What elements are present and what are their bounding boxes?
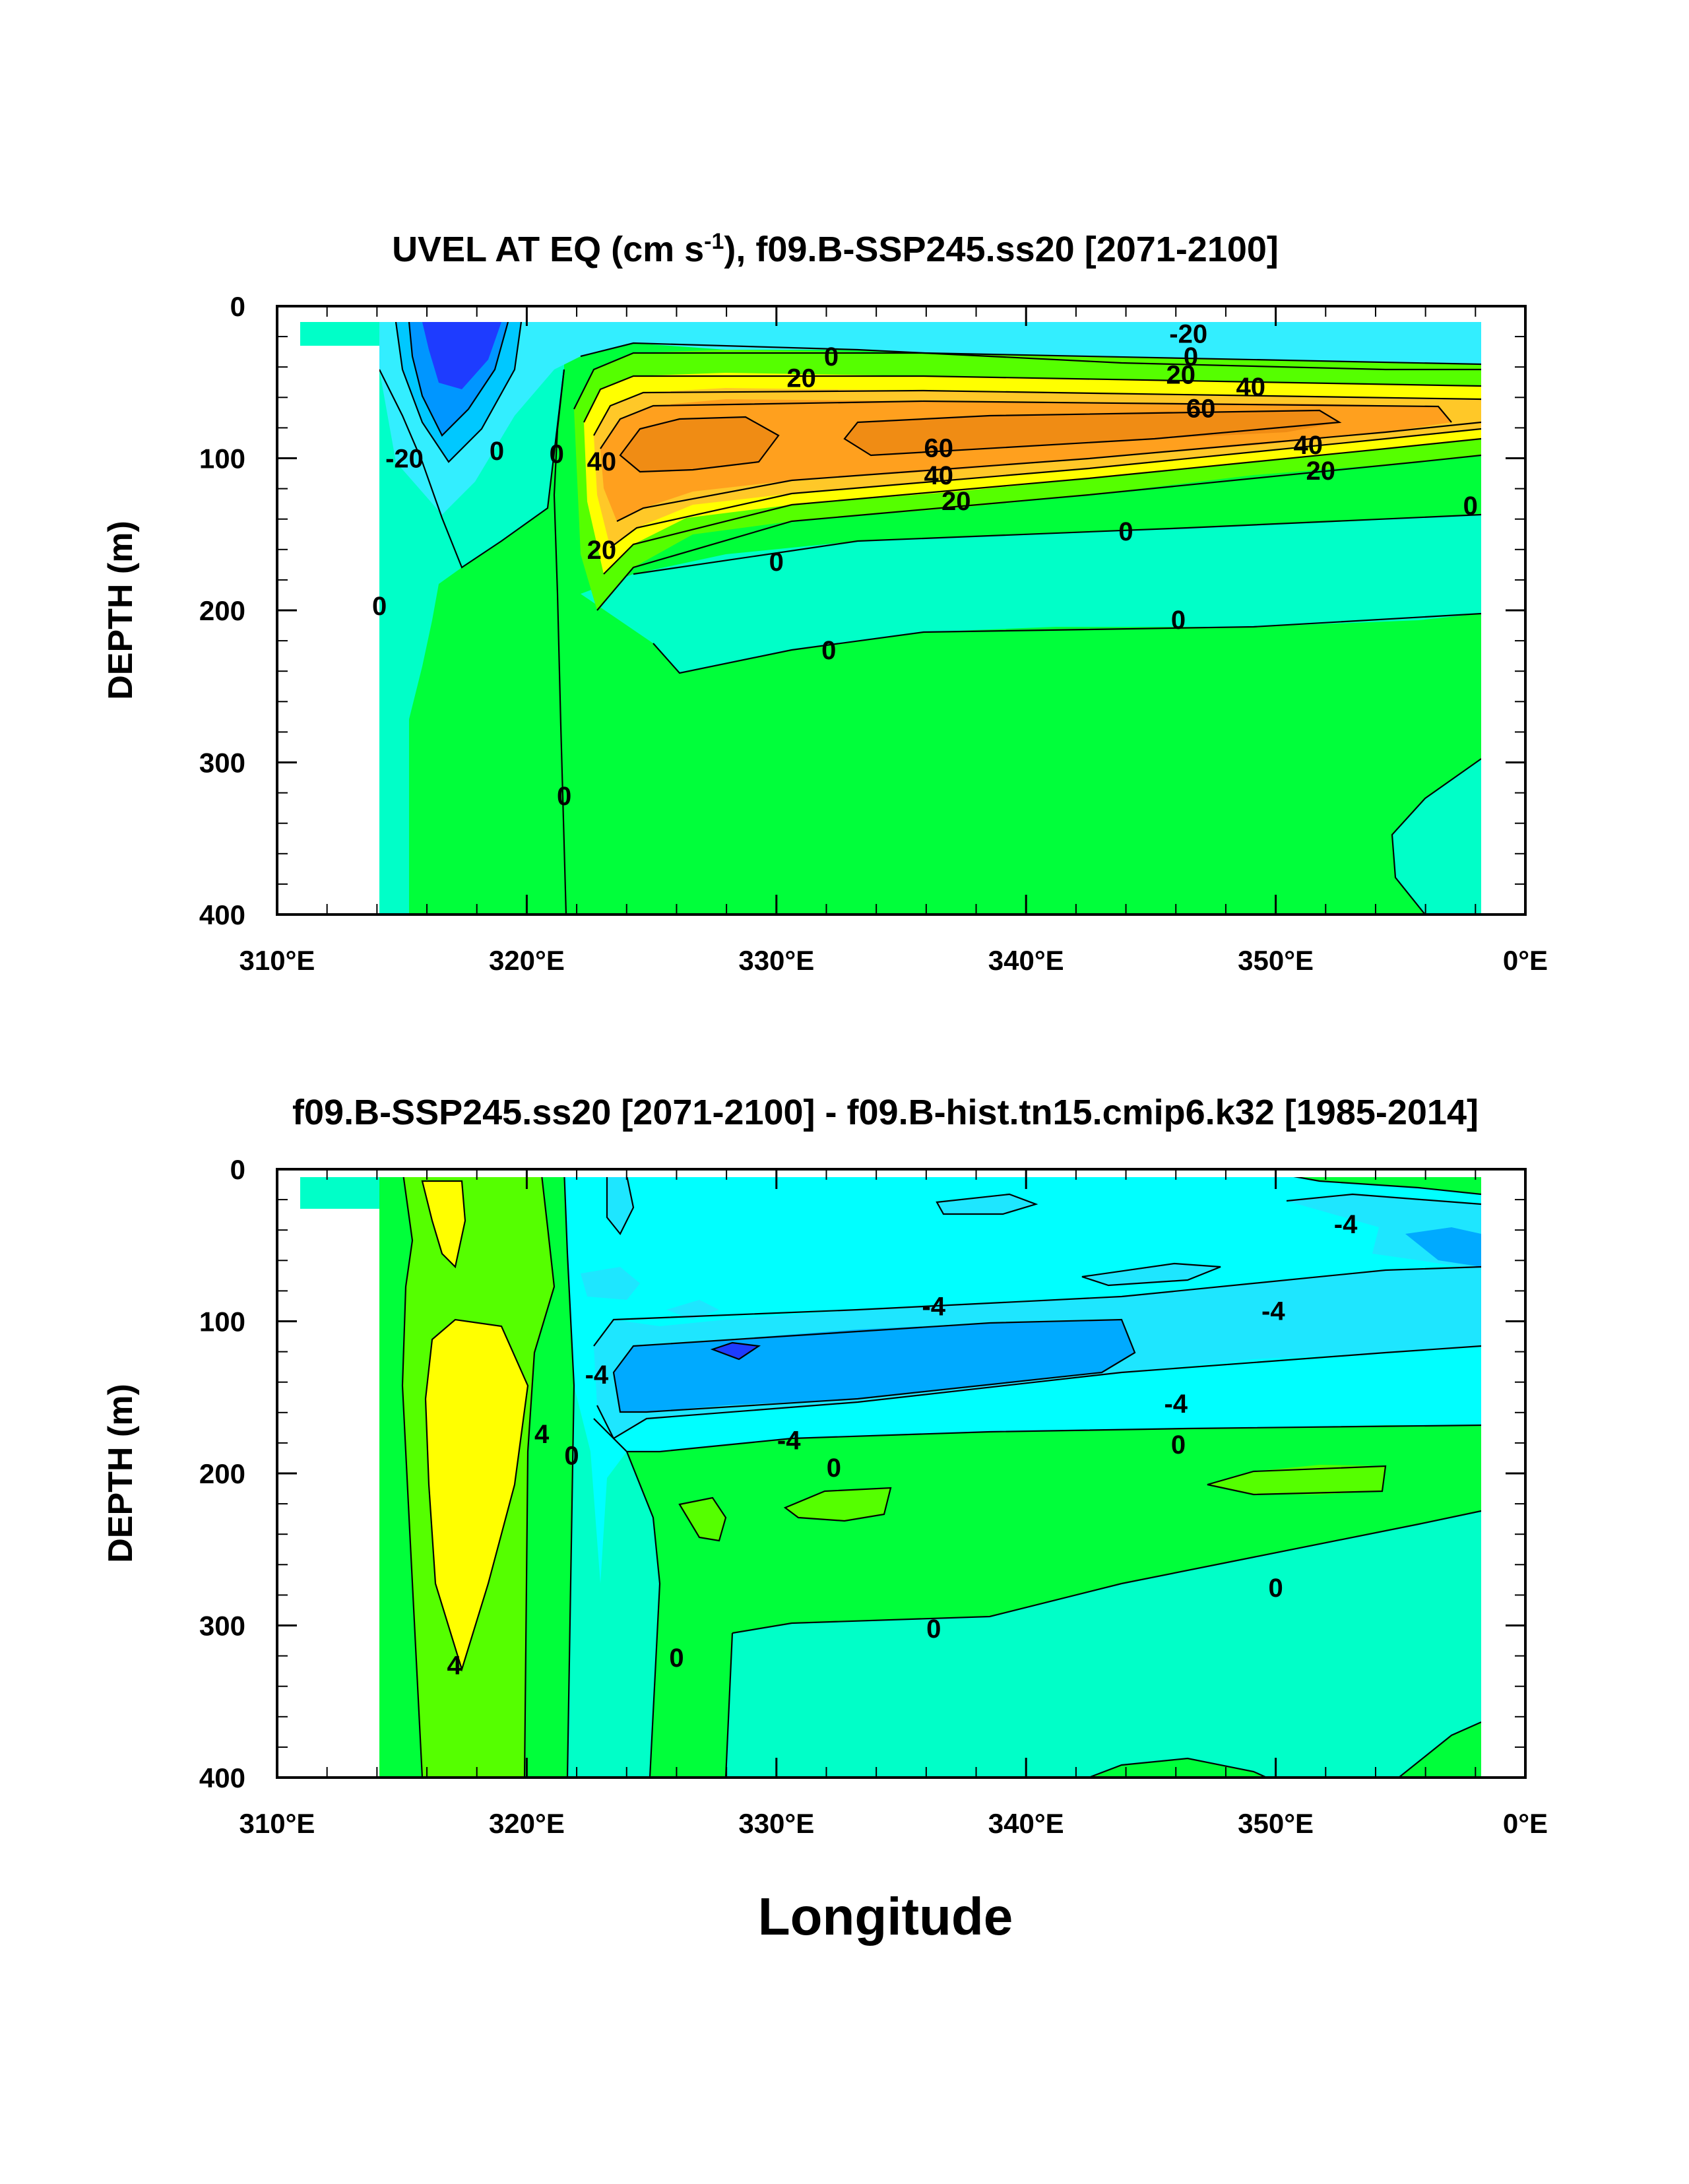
contour-label: 20 [587, 536, 617, 565]
contour-label: 40 [1294, 431, 1323, 460]
contour-label: 20 [786, 364, 816, 393]
x-tick-label: 350°E [1238, 945, 1314, 976]
x-tick-label: 310°E [239, 1808, 315, 1839]
x-tick-label: 330°E [738, 1808, 814, 1839]
contour-label: -4 [1164, 1390, 1188, 1419]
panel-2-ylabel: DEPTH (m) [102, 1384, 140, 1563]
y-tick-label: 0 [230, 1154, 245, 1185]
panel-2-title: f09.B-SSP245.ss20 [2071-2100] - f09.B-hi… [292, 1093, 1479, 1132]
contour-label: 20 [941, 487, 971, 516]
panel-1: UVEL AT EQ (cm s-1), f09.B-SSP245.ss20 [… [102, 229, 1548, 976]
panel-1-axes: 310°E 320°E 330°E 340°E 350°E 0°E010020030040… [199, 291, 1548, 976]
contour-label: 0 [490, 437, 504, 466]
contour-label: 40 [587, 447, 617, 476]
x-tick-label: 340°E [988, 1808, 1064, 1839]
y-tick-label: 200 [199, 595, 245, 626]
contour-label: 0 [1184, 342, 1198, 371]
contour-label: -4 [777, 1426, 801, 1455]
y-tick-label: 300 [199, 748, 245, 779]
panel-1-contour-lines [379, 321, 1482, 915]
y-tick-label: 0 [230, 291, 245, 322]
contour-label: 0 [557, 782, 571, 811]
x-tick-label: 310°E [239, 945, 315, 976]
contour-label: -4 [922, 1292, 945, 1321]
contour-label: 0 [1171, 606, 1186, 635]
contour-label: 4 [447, 1651, 462, 1680]
contour-label: 20 [1306, 457, 1335, 486]
y-tick-label: 100 [199, 443, 245, 474]
contour-label: 0 [1268, 1574, 1283, 1603]
y-tick-label: 200 [199, 1458, 245, 1489]
contour-label: 0 [564, 1441, 579, 1470]
contour-label: 0 [1171, 1430, 1186, 1460]
panel-1-contour-fill [277, 306, 1525, 915]
contour-label: 4 [534, 1420, 550, 1449]
contour-label: -20 [1169, 319, 1207, 348]
x-tick-label: 330°E [738, 945, 814, 976]
contour-label: 20 [1166, 361, 1196, 390]
panel-2-axes: 310°E 320°E 330°E 340°E 350°E 0°E010020030040… [199, 1154, 1548, 1839]
panel-2: f09.B-SSP245.ss20 [2071-2100] - f09.B-hi… [102, 1093, 1548, 1946]
contour-label: 0 [827, 1454, 841, 1483]
panel-2-xlabel: Longitude [758, 1887, 1013, 1946]
contour-label: 0 [926, 1615, 941, 1644]
contour-label: 0 [1463, 492, 1478, 521]
panel-1-title: UVEL AT EQ (cm s-1), f09.B-SSP245.ss20 [… [392, 229, 1279, 269]
contour-label: 0 [1118, 517, 1133, 546]
y-tick-label: 400 [199, 899, 245, 930]
contour-label: -4 [585, 1361, 609, 1390]
contour-label: 0 [372, 592, 387, 621]
panel-2-contour-lines [401, 1169, 1482, 1778]
y-tick-label: 300 [199, 1611, 245, 1642]
contour-label: 0 [669, 1644, 684, 1673]
x-tick-label: 0°E [1503, 1808, 1548, 1839]
contour-label: 60 [924, 434, 954, 463]
contour-label: 0 [550, 440, 564, 469]
y-tick-label: 100 [199, 1306, 245, 1337]
contour-label: -4 [1261, 1297, 1285, 1326]
contour-label: 60 [1186, 394, 1216, 423]
x-tick-label: 340°E [988, 945, 1064, 976]
y-tick-label: 400 [199, 1762, 245, 1793]
x-tick-label: 320°E [489, 945, 565, 976]
contour-label: -4 [1334, 1210, 1358, 1239]
panel-2-contour-fill [277, 1169, 1525, 1778]
contour-label: -20 [385, 445, 424, 474]
x-tick-label: 0°E [1503, 945, 1548, 976]
panel-1-ylabel: DEPTH (m) [102, 521, 140, 700]
contour-label: 0 [769, 548, 784, 577]
contour-label: 40 [1236, 373, 1266, 402]
contour-label: 40 [924, 461, 954, 490]
contour-label: 0 [824, 342, 839, 371]
x-tick-label: 320°E [489, 1808, 565, 1839]
x-tick-label: 350°E [1238, 1808, 1314, 1839]
contour-label: 0 [821, 636, 836, 665]
